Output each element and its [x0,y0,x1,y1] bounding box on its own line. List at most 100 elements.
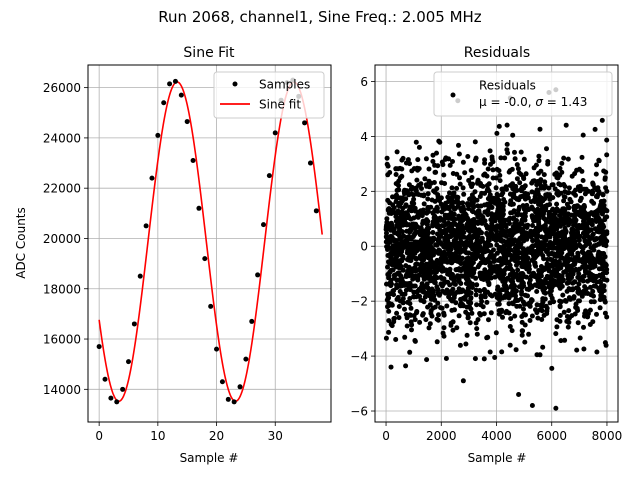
residual-point [569,212,574,218]
residual-point [533,249,539,254]
residual-point [514,162,520,168]
residual-point [509,300,515,306]
residual-point [522,322,528,328]
residual-point [430,158,436,164]
residual-point [576,258,582,264]
residual-point [389,323,395,329]
residual-outlier-point [388,364,394,370]
residual-point [602,299,608,305]
residual-point [454,199,460,205]
residual-point [491,247,496,253]
residual-point [411,192,417,198]
residual-point [422,176,428,182]
residual-point [583,226,589,232]
residual-point [601,202,607,208]
residual-point [557,318,563,324]
residual-point [525,191,531,197]
residual-point [507,168,513,174]
residual-point [434,284,440,290]
residual-point [589,222,595,228]
residual-point [408,186,414,192]
residual-point [403,287,409,293]
residual-point [406,192,412,198]
residual-point [539,195,545,201]
residual-point [472,139,478,145]
residual-point [554,324,560,330]
residual-point [468,295,474,301]
residual-point [390,262,396,268]
residual-point [510,289,516,295]
residual-point [482,249,488,255]
sample-point [249,318,255,324]
residual-point [547,196,553,202]
residual-point [412,275,418,281]
residual-point [396,203,401,208]
residual-point [488,161,493,167]
residual-point [500,218,506,224]
residual-point [431,297,437,303]
residual-point [483,241,489,246]
residual-point [475,179,481,185]
residual-point [585,249,591,255]
residual-point [525,195,531,201]
residual-point [516,255,522,261]
residual-point [491,236,497,242]
residual-point [394,187,400,193]
residual-point [442,279,448,285]
residual-point [430,305,436,311]
residual-point [590,231,596,237]
sample-point [184,119,190,125]
residual-point [418,284,424,290]
residual-point [436,312,441,318]
residual-point [454,171,460,177]
sample-point [231,399,237,405]
residual-point [526,266,532,272]
residual-point [468,290,474,296]
residual-point [558,338,564,344]
residual-point [529,313,535,319]
residual-point [591,293,596,299]
residual-point [421,201,427,207]
residual-point [603,237,609,243]
residual-point [456,313,462,319]
residual-point [413,256,419,262]
residual-point [400,240,406,246]
residual-point [409,327,414,333]
residual-point [544,261,550,267]
residual-point [412,205,418,211]
residual-point [432,189,438,195]
residuals-data [383,87,610,411]
residual-point [589,188,595,194]
residual-point [597,305,603,311]
residual-point [589,255,595,261]
sine-fit-xlabel: Sample # [180,451,239,465]
residual-point [587,260,593,266]
residual-point [426,166,432,172]
residual-point [401,189,407,194]
residual-point [591,211,597,217]
residuals-ytick-label-6: 6 [360,75,368,89]
residual-point [502,223,508,229]
residual-point [573,204,579,210]
sample-point [219,379,225,385]
residual-point [458,303,464,309]
residual-point [450,297,456,303]
residual-point [384,230,389,236]
residual-point [493,330,499,336]
residual-point [463,341,469,347]
residual-point [414,289,420,295]
residual-point [430,219,436,225]
residual-point [484,335,490,341]
residual-point [535,242,541,248]
residual-point [557,285,563,291]
residual-point [604,314,610,320]
residual-point [420,207,426,213]
residual-point [499,349,505,355]
residual-point [583,213,589,219]
residual-point [459,288,465,294]
residual-point [514,247,520,252]
residual-point [550,182,556,188]
residual-point [542,179,548,185]
residual-point [449,260,455,266]
sample-point [126,359,131,365]
